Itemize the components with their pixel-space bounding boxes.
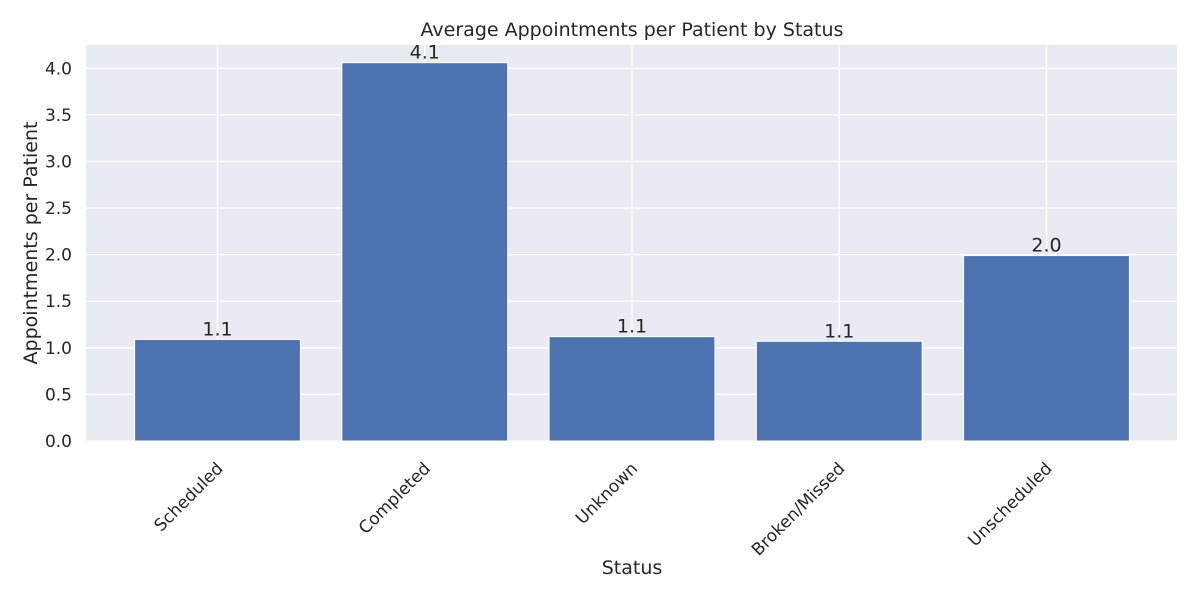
chart-title: Average Appointments per Patient by Stat… <box>421 19 844 41</box>
bar-value-labels: 1.1 4.1 1.1 1.1 2.0 <box>202 42 1061 343</box>
x-axis-label: Status <box>602 557 663 579</box>
bar-unknown <box>548 336 716 442</box>
y-axis-ticks: 0.0 0.5 1.0 1.5 2.0 2.5 3.0 3.5 4.0 <box>45 59 72 452</box>
y-tick-label: 3.0 <box>45 152 72 172</box>
bar-value-label: 1.1 <box>824 320 854 342</box>
x-tick-label: Unknown <box>572 459 642 529</box>
y-axis-label: Appointments per Patient <box>20 122 42 365</box>
y-tick-label: 0.5 <box>45 385 72 405</box>
y-tick-label: 4.0 <box>45 59 72 79</box>
bar-value-label: 1.1 <box>202 318 232 340</box>
bars <box>134 62 1130 442</box>
y-tick-label: 1.0 <box>45 339 72 359</box>
bar-unscheduled <box>963 255 1130 442</box>
y-tick-label: 2.5 <box>45 199 72 219</box>
x-tick-label: Completed <box>355 459 435 539</box>
y-tick-label: 1.5 <box>45 292 72 312</box>
bar-broken-missed <box>755 340 923 442</box>
x-tick-label: Broken/Missed <box>748 459 849 560</box>
bar-value-label: 1.1 <box>617 316 647 338</box>
y-tick-label: 3.5 <box>45 106 72 126</box>
x-tick-label: Unscheduled <box>964 459 1056 551</box>
y-tick-label: 2.0 <box>45 246 72 266</box>
bar-scheduled <box>134 338 301 442</box>
x-tick-label: Scheduled <box>151 459 228 536</box>
bar-value-label: 4.1 <box>410 42 440 64</box>
bar-completed <box>341 62 509 442</box>
y-tick-label: 0.0 <box>45 432 72 452</box>
bar-value-label: 2.0 <box>1031 235 1061 257</box>
x-axis-ticks: Scheduled Completed Unknown Broken/Missed Un… <box>151 459 1057 560</box>
